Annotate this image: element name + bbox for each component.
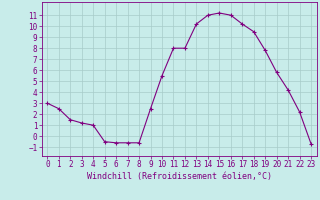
X-axis label: Windchill (Refroidissement éolien,°C): Windchill (Refroidissement éolien,°C) [87, 172, 272, 181]
